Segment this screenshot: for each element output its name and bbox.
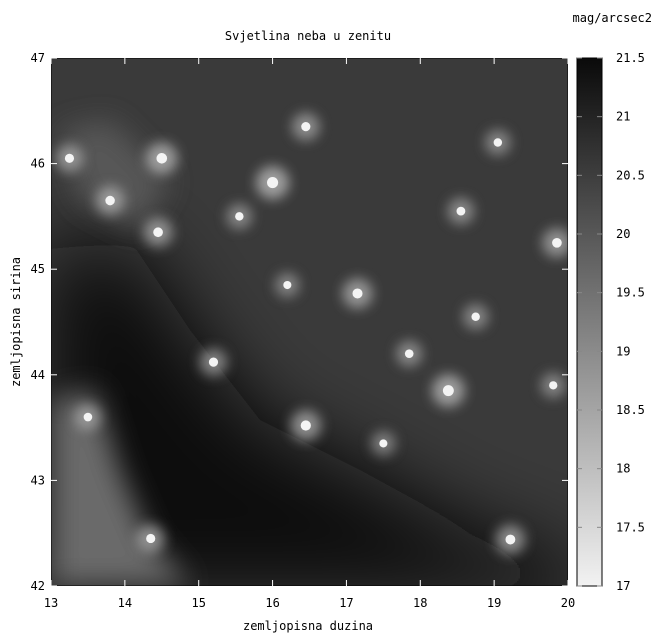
light-source: [64, 153, 75, 163]
light-source: [267, 177, 279, 189]
y-tick-label: 46: [31, 157, 45, 171]
light-source: [549, 381, 558, 390]
light-source: [153, 227, 163, 238]
source-cores: [64, 122, 562, 545]
y-tick-label: 43: [31, 473, 45, 487]
x-tick-label: 18: [413, 596, 427, 610]
light-source: [505, 534, 516, 545]
colorbar-tick-label: 17.5: [616, 520, 645, 534]
y-tick-label: 42: [31, 579, 45, 593]
colorbar-tick-label: 18: [616, 462, 630, 476]
chart-title: Svjetlina neba u zenitu: [225, 29, 391, 43]
light-source: [456, 206, 466, 216]
x-axis-ticks: 13 14 15 16 17 18 19 20: [44, 58, 575, 610]
light-source: [379, 439, 388, 448]
x-tick-label: 16: [265, 596, 279, 610]
y-axis-label: zemljopisna sirina: [9, 257, 23, 387]
dark-region: [51, 240, 568, 586]
x-tick-label: 13: [44, 596, 58, 610]
colorbar-tick-label: 18.5: [616, 403, 645, 417]
y-tick-label: 44: [31, 368, 45, 382]
y-axis-ticks: 42 43 44 45 46 47: [31, 51, 568, 593]
x-axis-label: zemljopisna duzina: [243, 619, 373, 633]
light-source: [146, 533, 156, 544]
light-source: [352, 288, 363, 299]
x-tick-label: 19: [487, 596, 501, 610]
light-source: [283, 280, 292, 290]
colorbar: [576, 57, 603, 587]
colorbar-label: mag/arcsec2: [573, 11, 652, 25]
light-source: [83, 412, 93, 422]
colorbar-ticks: 17 17.5 18 18.5 19 19.5 20 20.5 21 21.5: [577, 51, 645, 593]
x-tick-label: 15: [191, 596, 205, 610]
y-tick-label: 47: [31, 51, 45, 65]
light-source: [552, 237, 562, 248]
x-tick-label: 20: [561, 596, 575, 610]
light-source: [105, 195, 115, 206]
x-tick-label: 17: [339, 596, 353, 610]
light-source: [300, 420, 311, 431]
colorbar-tick-label: 19.5: [616, 286, 645, 300]
colorbar-tick-label: 20.5: [616, 168, 645, 182]
colorbar-tick-label: 21: [616, 110, 630, 124]
coast-glow-region: [51, 120, 190, 586]
heatmap-area: [51, 58, 568, 586]
light-source: [156, 153, 168, 164]
light-source: [471, 312, 480, 321]
colorbar-tick-label: 21.5: [616, 51, 645, 65]
light-source: [493, 138, 503, 147]
colorbar-tick-label: 19: [616, 344, 630, 358]
light-source: [235, 212, 244, 221]
light-source: [301, 122, 311, 132]
light-source: [208, 357, 219, 367]
light-source: [404, 349, 414, 358]
x-tick-label: 14: [118, 596, 132, 610]
y-tick-label: 45: [31, 262, 45, 276]
light-source: [442, 385, 454, 397]
colorbar-tick-label: 20: [616, 227, 630, 241]
colorbar-tick-label: 17: [616, 579, 630, 593]
